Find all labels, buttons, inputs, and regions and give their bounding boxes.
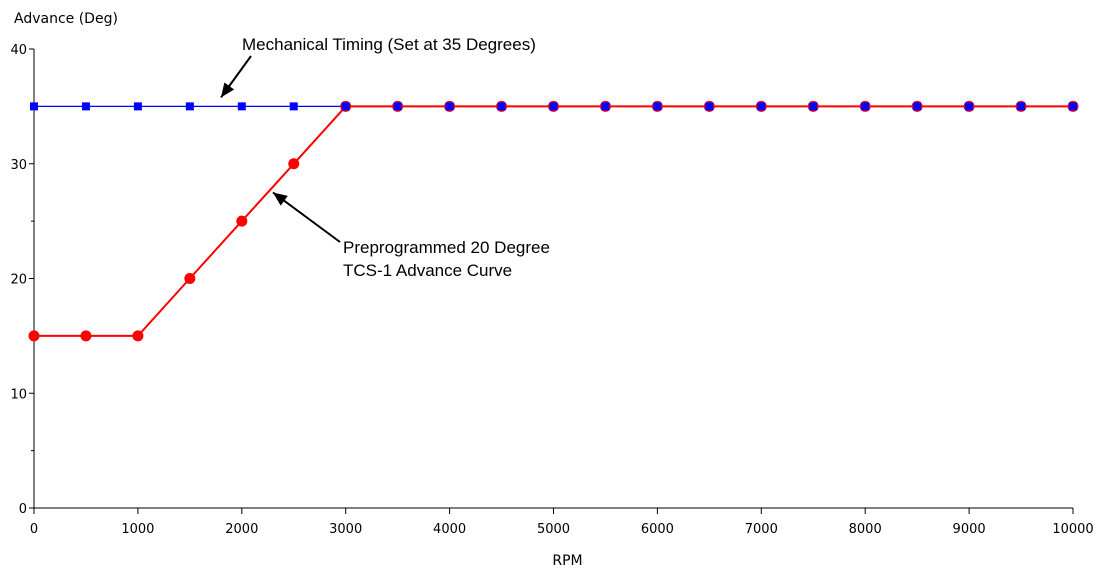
data-point bbox=[1069, 102, 1077, 111]
data-point bbox=[497, 102, 506, 111]
data-point bbox=[288, 158, 300, 170]
data-point bbox=[653, 102, 662, 111]
data-point bbox=[809, 102, 818, 111]
series-0-markers bbox=[30, 102, 1077, 111]
y-axis-title: Advance (Deg) bbox=[14, 11, 118, 27]
series-line bbox=[34, 105, 1073, 337]
x-tick-label: 9000 bbox=[953, 522, 986, 537]
annotation-text: TCS-1 Advance Curve bbox=[343, 261, 512, 280]
series-layer bbox=[28, 100, 1079, 342]
data-point bbox=[185, 102, 194, 111]
annotation-0: Mechanical Timing (Set at 35 Degrees) bbox=[220, 35, 536, 98]
y-tick-label: 0 bbox=[19, 502, 27, 517]
data-point bbox=[705, 102, 714, 111]
x-tick-label: 0 bbox=[30, 522, 38, 537]
data-point bbox=[549, 102, 558, 111]
x-tick-label: 8000 bbox=[849, 522, 882, 537]
data-point bbox=[237, 102, 246, 111]
x-tick-label: 10000 bbox=[1052, 522, 1093, 537]
x-axis-title: RPM bbox=[552, 553, 582, 569]
data-point bbox=[757, 102, 766, 111]
data-point bbox=[28, 330, 40, 342]
data-point bbox=[236, 215, 248, 227]
series-1 bbox=[28, 100, 1079, 342]
data-point bbox=[132, 330, 144, 342]
x-tick-label: 4000 bbox=[433, 522, 466, 537]
data-point bbox=[861, 102, 870, 111]
data-point bbox=[133, 102, 142, 111]
annotation-text: Mechanical Timing (Set at 35 Degrees) bbox=[242, 35, 536, 54]
data-point bbox=[965, 102, 974, 111]
annotation-1: Preprogrammed 20 Degree TCS-1 Advance Cur… bbox=[272, 191, 550, 280]
data-point bbox=[80, 330, 92, 342]
y-tick-label: 30 bbox=[10, 158, 27, 173]
x-tick-label: 7000 bbox=[745, 522, 778, 537]
x-tick-label: 1000 bbox=[121, 522, 154, 537]
annotation-arrow-head bbox=[272, 192, 288, 206]
x-tick-label: 3000 bbox=[329, 522, 362, 537]
annotation-layer: Mechanical Timing (Set at 35 Degrees) Pre… bbox=[220, 35, 550, 280]
data-point bbox=[601, 102, 610, 111]
data-point bbox=[289, 102, 298, 111]
x-tick-label: 2000 bbox=[225, 522, 258, 537]
y-tick-label: 20 bbox=[10, 273, 27, 288]
y-ticks: 0 10 20 30 40 bbox=[10, 43, 34, 517]
x-tick-label: 5000 bbox=[537, 522, 570, 537]
data-point bbox=[30, 102, 38, 111]
data-point bbox=[393, 102, 402, 111]
data-point bbox=[913, 102, 922, 111]
y-tick-label: 40 bbox=[10, 43, 27, 58]
data-point bbox=[81, 102, 90, 111]
y-tick-label: 10 bbox=[10, 387, 27, 402]
x-tick-label: 6000 bbox=[641, 522, 674, 537]
data-point bbox=[341, 102, 350, 111]
annotation-text: Preprogrammed 20 Degree bbox=[343, 238, 550, 257]
data-point bbox=[1017, 102, 1026, 111]
data-point bbox=[184, 273, 196, 284]
annotation-arrow-head bbox=[221, 82, 235, 98]
data-point bbox=[445, 102, 454, 111]
x-ticks: 0 1000 2000 3000 4000 5000 6000 7000 8000 9000 100… bbox=[30, 508, 1094, 537]
